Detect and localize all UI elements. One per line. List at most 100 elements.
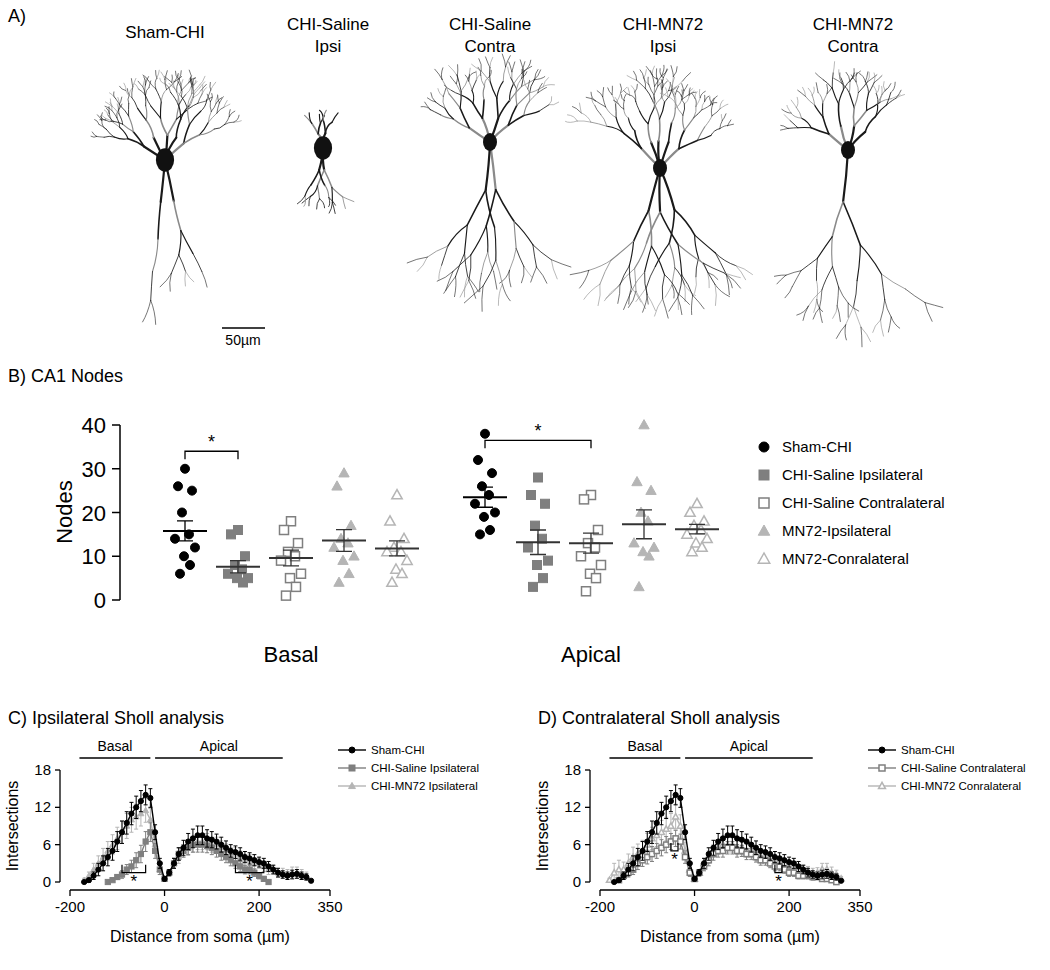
dendrite: [482, 100, 484, 118]
data-point: [491, 508, 500, 517]
legend-label: Sham-CHI: [371, 744, 425, 756]
dendrite: [620, 84, 621, 93]
data-point: [716, 839, 721, 844]
dendrite: [584, 284, 600, 299]
dendrite: [681, 96, 684, 104]
legend-marker: [759, 442, 769, 452]
plot-area: [163, 420, 719, 601]
error-bar: [191, 829, 195, 848]
dendrite: [102, 121, 106, 130]
plot-area: [606, 785, 844, 885]
data-point: [668, 823, 674, 828]
region-bar: [685, 757, 813, 759]
dendrite: [803, 87, 806, 96]
dendrite: [660, 69, 663, 78]
error-bar: [801, 865, 805, 874]
dendrite: [881, 274, 905, 289]
error-bar: [238, 848, 242, 860]
dendrite: [860, 245, 881, 274]
dendrite: [160, 78, 166, 84]
dendrite: [486, 190, 495, 227]
dendrite: [444, 277, 456, 294]
region-label: Apical: [730, 738, 768, 754]
dendrite: [319, 114, 320, 123]
dendrite: [461, 79, 468, 92]
dendrite: [826, 85, 828, 94]
dendrite: [812, 95, 814, 105]
data-point: [138, 799, 143, 804]
dendrite: [781, 125, 788, 128]
y-tick: [55, 881, 60, 882]
data-point: [649, 542, 659, 551]
dendrite: [827, 87, 832, 93]
dendrite: [108, 115, 113, 121]
dendrite: [208, 113, 217, 122]
error-bar: [806, 866, 810, 875]
error-bar: [735, 830, 739, 847]
dendrite: [666, 88, 668, 97]
dendrite: [888, 317, 891, 332]
data-point: [167, 870, 172, 875]
dendrite: [114, 137, 128, 139]
data-point: [280, 526, 289, 535]
dendrite: [677, 91, 682, 96]
dendrite: [674, 210, 694, 236]
error-bar: [153, 825, 157, 840]
error-bar: [139, 845, 143, 862]
dendrite: [320, 110, 324, 120]
dendrite: [838, 104, 840, 126]
dendrite: [143, 75, 149, 81]
error-bar: [745, 834, 749, 849]
y-axis: [589, 770, 590, 882]
dendrite: [663, 299, 669, 318]
data-point: [527, 491, 536, 500]
dendrite: [581, 113, 591, 122]
dendrite: [644, 78, 646, 88]
scale-bar: [222, 327, 265, 329]
dendrite: [650, 71, 656, 79]
dendrite: [538, 88, 547, 93]
dendrite: [715, 253, 726, 274]
error-bar: [101, 856, 105, 871]
error-bar: [224, 841, 228, 855]
dendrite: [602, 88, 604, 97]
dendrite: [736, 266, 746, 280]
dendrite: [672, 81, 682, 89]
dendrite: [151, 300, 156, 324]
dendrite: [663, 69, 667, 78]
dendrite: [891, 82, 896, 93]
chart-title: B) CA1 Nodes: [8, 366, 123, 386]
dendrite: [846, 307, 854, 325]
data-point: [692, 876, 697, 881]
dendrite: [720, 126, 728, 129]
panel-a: A)Sham-CHICHI-SalineIpsiCHI-SalineContra…: [8, 6, 943, 348]
dendrite: [323, 110, 326, 120]
dendrite: [692, 93, 695, 98]
data-point: [115, 839, 120, 844]
sem-bar: [583, 533, 599, 553]
data-point: [387, 577, 397, 586]
dendrite: [194, 88, 200, 95]
x-tick-label: 350: [317, 898, 342, 915]
dendrite: [234, 115, 239, 122]
dendrite: [612, 95, 616, 104]
series-line: [84, 810, 306, 880]
data-point: [397, 568, 407, 577]
error-bar: [683, 851, 687, 863]
data-point: [176, 851, 181, 856]
x-axis: [600, 889, 860, 890]
dendrite: [736, 266, 753, 275]
sem-bar: [177, 521, 193, 541]
data-point: [687, 546, 697, 555]
sem-bar: [689, 524, 705, 534]
data-point: [166, 870, 172, 875]
data-point: [544, 556, 553, 565]
dendrite: [822, 267, 833, 290]
data-point: [308, 878, 313, 883]
dendrite: [817, 281, 818, 300]
data-point: [591, 543, 600, 552]
dendrite: [155, 78, 157, 89]
dendrite: [792, 271, 801, 287]
significance-mark: *: [131, 872, 138, 891]
data-point: [171, 861, 176, 866]
